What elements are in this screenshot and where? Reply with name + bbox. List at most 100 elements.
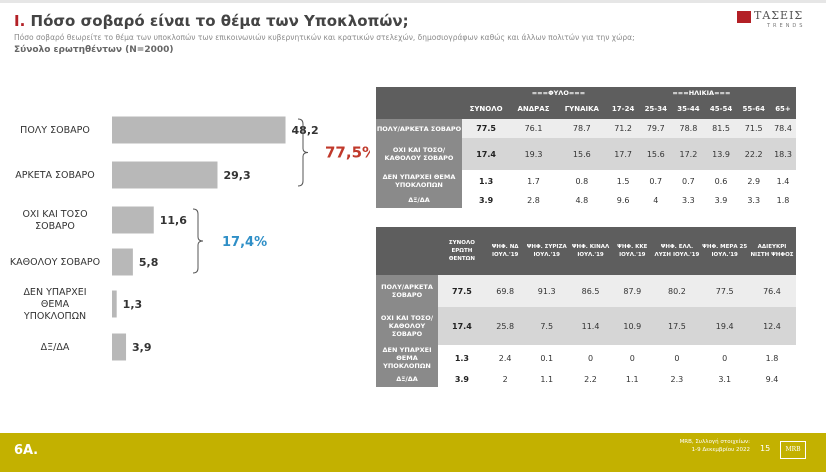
table-cell: 79.7 — [639, 119, 673, 138]
table-cell: 15.6 — [639, 138, 673, 170]
category-label-2: ΟΧΙ ΚΑΙ ΤΟΣΟ ΣΟΒΑΡΟ — [22, 209, 87, 232]
page-title: Ι. Πόσο σοβαρό είναι το θέμα των Υποκλοπ… — [14, 12, 409, 30]
group-bracket-0 — [297, 118, 309, 187]
table-cell: 0.6 — [704, 170, 738, 192]
table-cell: 76.1 — [510, 119, 557, 138]
table-cell: 3.9 — [462, 192, 511, 208]
column-header-1: ΑΝΔΡΑΣ — [510, 99, 557, 119]
table-cell: 86.5 — [568, 275, 613, 307]
table-cell: 0 — [652, 345, 702, 371]
table-cell: 87.9 — [612, 275, 653, 307]
table-row: ΟΧΙ ΚΑΙ ΤΟΣΟ/ΚΑΘΟΛΟΥ ΣΟΒΑΡΟ 17.4 25.8 7.5 11… — [376, 307, 796, 345]
row-label: ΟΧΙ ΚΑΙ ΤΟΣΟ/ΚΑΘΟΛΟΥ ΣΟΒΑΡΟ — [376, 138, 462, 170]
table-cell: 12.4 — [747, 307, 796, 345]
table-cell: 2.2 — [568, 371, 613, 387]
row-label: ΔΕΝ ΥΠΑΡΧΕΙ ΘΕΜΑ ΥΠΟΚΛΟΠΩΝ — [376, 170, 462, 192]
table-cell: 19.3 — [510, 138, 557, 170]
table-cell: 10.9 — [612, 307, 653, 345]
bar-value-label-2: 11,6 — [160, 214, 187, 227]
table-cell: 76.4 — [747, 275, 796, 307]
table-cell: 71.5 — [737, 119, 770, 138]
table-cell: 17.4 — [462, 138, 511, 170]
bar-value-label-5: 3,9 — [132, 341, 152, 354]
top-divider — [0, 0, 826, 3]
column-header-row: ΣΥΝΟΛΟ ΑΝΔΡΑΣ ΓΥΝΑΙΚΑ 17-24 25-34 35-44 45-54 5… — [376, 99, 796, 119]
column-header-6: ΨΗΦ. ΜΕΡΑ 25 ΙΟΥΛ.'19 — [701, 227, 748, 275]
table-cell: 9.4 — [747, 371, 796, 387]
blank-header — [462, 87, 511, 99]
category-label-5: ΔΞ/ΔΑ — [41, 342, 70, 353]
table-cell: 15.6 — [556, 138, 607, 170]
table-cell: 3.9 — [704, 192, 738, 208]
gender-age-table: ===ΦΥΛΟ=== ===ΗΛΙΚΙΑ=== ΣΥΝΟΛΟ ΑΝΔΡΑΣ ΓΥΝΑΙΚ… — [376, 87, 796, 208]
table-cell: 1.7 — [510, 170, 557, 192]
row-label: ΟΧΙ ΚΑΙ ΤΟΣΟ/ΚΑΘΟΛΟΥ ΣΟΒΑΡΟ — [376, 307, 438, 345]
table-cell: 17.2 — [672, 138, 705, 170]
row-label: ΔΞ/ΔΑ — [376, 192, 462, 208]
table-cell: 3.3 — [672, 192, 705, 208]
seriousness-bar-chart: 48,2 ΠΟΛΥ ΣΟΒΑΡΟ 29,3 ΑΡΚΕΤΑ ΣΟΒΑΡΟ 11,6 ΟΧΙ … — [10, 116, 370, 361]
category-label-1: ΑΡΚΕΤΑ ΣΟΒΑΡΟ — [15, 170, 94, 181]
footer-bar: 6Α. MRB, Συλλογή στοιχείων: 1-9 Δεκεμβρί… — [0, 433, 826, 472]
table-cell: 0.8 — [556, 170, 607, 192]
table-cell: 91.3 — [524, 275, 569, 307]
bar-3 — [112, 248, 133, 276]
logo-text: ΤΑΣΕΙΣ — [754, 9, 804, 22]
table-cell: 3.1 — [701, 371, 748, 387]
group-header-0: ===ΦΥΛΟ=== — [510, 87, 607, 99]
table-cell: 17.7 — [606, 138, 640, 170]
column-header-7: ΑΔΙΕΥΚΡΙ ΝΙΣΤΗ ΨΗΦΟΣ — [747, 227, 796, 275]
table-cell: 77.5 — [438, 275, 486, 307]
table-cell: 13.9 — [704, 138, 738, 170]
table-cell: 0 — [568, 345, 613, 371]
bar-1 — [112, 161, 218, 189]
column-header-2: ΓΥΝΑΙΚΑ — [556, 99, 607, 119]
mrb-logo: MRB — [780, 441, 806, 459]
page-subtitle: Πόσο σοβαρό θεωρείτε το θέμα των υποκλοπ… — [14, 33, 635, 42]
table-cell: 9.6 — [606, 192, 640, 208]
table-cell: 1.3 — [438, 345, 486, 371]
table-cell: 19.4 — [701, 307, 748, 345]
table-cell: 1.3 — [462, 170, 511, 192]
column-header-6: 45-54 — [704, 99, 738, 119]
bar-value-label-4: 1,3 — [123, 298, 142, 311]
table-cell: 3.3 — [737, 192, 770, 208]
bar-value-label-0: 48,2 — [292, 124, 319, 137]
group-total-0: 77,5% — [325, 144, 370, 162]
table-row: ΟΧΙ ΚΑΙ ΤΟΣΟ/ΚΑΘΟΛΟΥ ΣΟΒΑΡΟ 17.4 19.3 15.6 1… — [376, 138, 796, 170]
category-label-3: ΚΑΘΟΛΟΥ ΣΟΒΑΡΟ — [10, 257, 100, 268]
page-number: 15 — [760, 444, 771, 453]
row-label: ΔΕΝ ΥΠΑΡΧΕΙ ΘΕΜΑ ΥΠΟΚΛΟΠΩΝ — [376, 345, 438, 371]
table-cell: 2.8 — [510, 192, 557, 208]
table-cell: 1.1 — [524, 371, 569, 387]
corner-cell — [376, 87, 462, 99]
table-cell: 1.5 — [606, 170, 640, 192]
column-header-3: 17-24 — [606, 99, 640, 119]
table-cell: 78.8 — [672, 119, 705, 138]
logo-subtext: TRENDS — [767, 23, 806, 29]
table-cell: 71.2 — [606, 119, 640, 138]
table-cell: 0 — [701, 345, 748, 371]
bar-4 — [112, 290, 117, 318]
bar-5 — [112, 333, 127, 361]
table-row: ΠΟΛΥ/ΑΡΚΕΤΑ ΣΟΒΑΡΟ 77.5 76.1 78.7 71.2 79.7 78… — [376, 119, 796, 138]
category-label-0: ΠΟΛΥ ΣΟΒΑΡΟ — [20, 125, 90, 136]
column-header-row: ΣΥΝΟΛΟ ΕΡΩΤΗ ΘΕΝΤΩΝ ΨΗΦ. ΝΔ ΙΟΥΛ.'19 ΨΗΦ. … — [376, 227, 796, 275]
table-cell: 4.8 — [556, 192, 607, 208]
table-cell: 77.5 — [462, 119, 511, 138]
source-line-1: MRB, Συλλογή στοιχείων: — [679, 439, 750, 445]
table-cell: 22.2 — [737, 138, 770, 170]
table-cell: 78.7 — [556, 119, 607, 138]
table-row: ΔΕΝ ΥΠΑΡΧΕΙ ΘΕΜΑ ΥΠΟΚΛΟΠΩΝ 1.3 1.7 0.8 1.5 0.… — [376, 170, 796, 192]
corner-cell — [376, 227, 438, 275]
table-cell: 17.4 — [438, 307, 486, 345]
column-header-3: ΨΗΦ. ΚΙΝΑΛ ΙΟΥΛ.'19 — [568, 227, 613, 275]
vote-table: ΣΥΝΟΛΟ ΕΡΩΤΗ ΘΕΝΤΩΝ ΨΗΦ. ΝΔ ΙΟΥΛ.'19 ΨΗΦ. … — [376, 227, 796, 387]
group-header-1: ===ΗΛΙΚΙΑ=== — [606, 87, 796, 99]
table-row: ΠΟΛΥ/ΑΡΚΕΤΑ ΣΟΒΑΡΟ 77.5 69.8 91.3 86.5 87.9 80… — [376, 275, 796, 307]
table-row: ΔΞ/ΔΑ 3.9 2 1.1 2.2 1.1 2.3 3.1 9.4 — [376, 371, 796, 387]
table-cell: 81.5 — [704, 119, 738, 138]
table-cell: 1.8 — [747, 345, 796, 371]
corner-cell — [376, 99, 462, 119]
group-header-row: ===ΦΥΛΟ=== ===ΗΛΙΚΙΑ=== — [376, 87, 796, 99]
